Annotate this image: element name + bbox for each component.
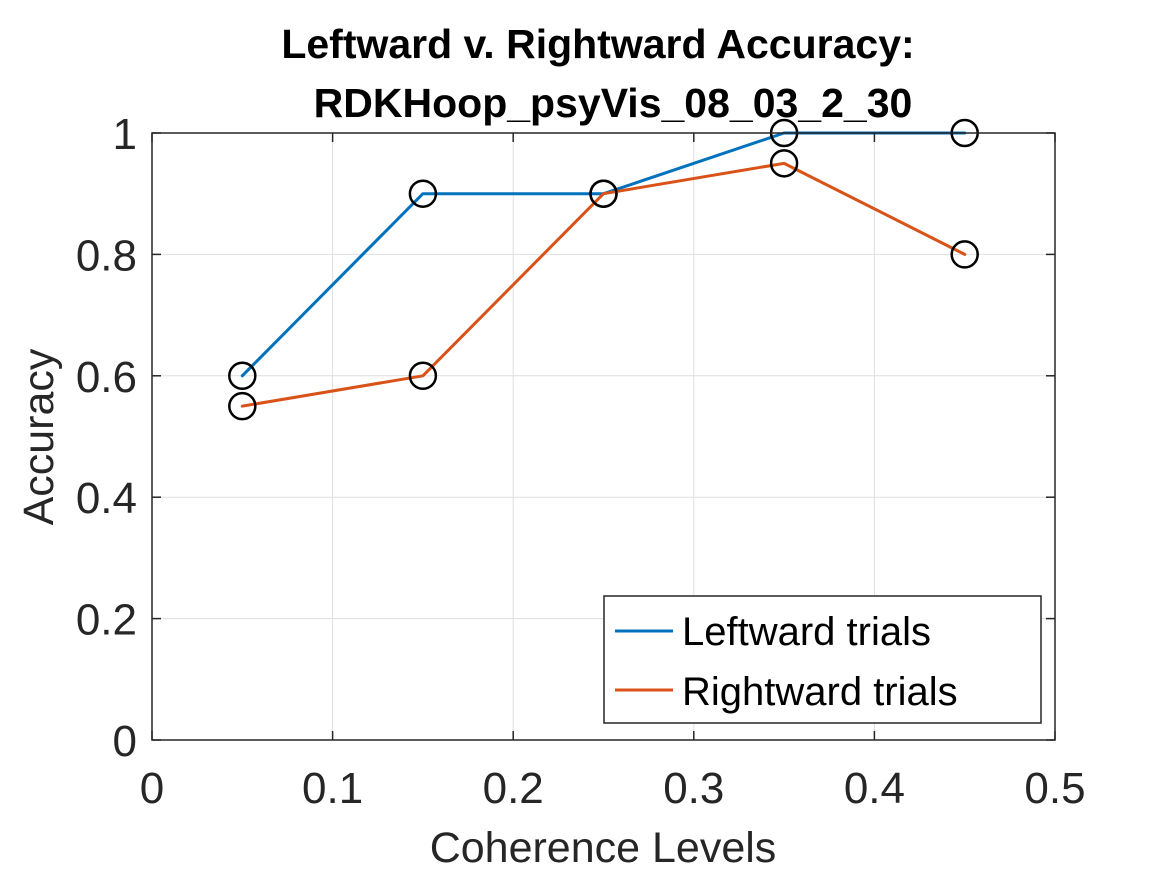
plot-area-border: [151, 132, 1056, 741]
data-point-marker: [769, 149, 799, 178]
data-point-marker: [228, 361, 257, 391]
chart-title-line-1: Leftward v. Rightward Accuracy:: [281, 21, 914, 67]
legend: Leftward trials Rightward trials: [603, 595, 1042, 724]
data-point-marker: [228, 391, 257, 421]
series-rightward-trials: [228, 149, 979, 421]
x-tick-label: 0.5: [1024, 764, 1085, 813]
chart-title: Leftward v. Rightward Accuracy: RDKHoop_…: [281, 21, 914, 126]
y-tick-label: 1: [113, 110, 137, 159]
x-axis-tick-labels: 0 0.1 0.2 0.3 0.4 0.5: [140, 764, 1086, 813]
y-axis-tick-labels: 0 0.2 0.4 0.6 0.8 1: [76, 110, 137, 766]
y-tick-label: 0.4: [76, 474, 137, 523]
data-series: [228, 118, 979, 421]
y-tick-label: 0.6: [76, 353, 137, 402]
x-axis-label: Coherence Levels: [430, 824, 777, 872]
data-point-marker: [589, 179, 618, 208]
x-tick-label: 0.2: [483, 764, 544, 813]
data-point-marker: [408, 361, 438, 391]
x-tick-label: 0.4: [844, 764, 905, 813]
legend-label-leftward: Leftward trials: [682, 610, 931, 654]
y-tick-label: 0.8: [76, 231, 137, 280]
legend-label-rightward: Rightward trials: [682, 670, 958, 714]
x-tick-label: 0: [140, 764, 164, 813]
y-axis-label: Accuracy: [15, 348, 63, 525]
y-tick-label: 0.2: [76, 596, 137, 645]
data-point-marker: [408, 179, 438, 208]
series-line-rightward-trials: [240, 161, 967, 408]
data-point-marker: [950, 240, 979, 269]
legend-box: [603, 595, 1042, 724]
x-tick-label: 0.1: [302, 764, 363, 813]
y-tick-label: 0: [113, 717, 137, 766]
x-tick-label: 0.3: [663, 764, 724, 813]
axis-tick-marks: [151, 132, 1056, 741]
chart-title-line-2: RDKHoop_psyVis_08_03_2_30: [314, 80, 913, 126]
